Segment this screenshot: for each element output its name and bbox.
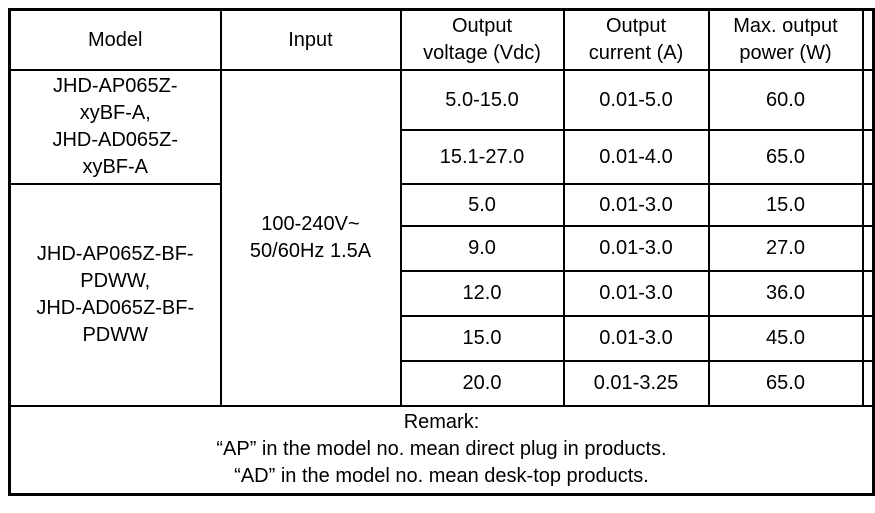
spacer-cell (861, 8, 875, 71)
table-row: 15.1-27.0 0.01-4.0 65.0 (10, 129, 875, 185)
spacer-cell (861, 225, 875, 272)
max-power-cell: 36.0 (707, 270, 864, 317)
col-header-max-output-power: Max. output power (W) (707, 8, 864, 71)
spec-table: Model Input Output voltage (Vdc) Output … (8, 8, 875, 496)
table-row: JHD-AP065Z- xyBF-A, JHD-AD065Z- xyBF-A 1… (8, 69, 875, 407)
model-cell-group1: JHD-AP065Z- xyBF-A, JHD-AD065Z- xyBF-A (8, 69, 222, 185)
output-voltage-cell: 20.0 (399, 360, 565, 407)
output-voltage-cell: 15.0 (399, 315, 565, 362)
spacer-cell (861, 270, 875, 317)
output-current-cell: 0.01-4.0 (562, 129, 710, 185)
output-current-cell: 0.01-3.0 (562, 183, 710, 227)
output-current-cell: 0.01-3.0 (562, 270, 710, 317)
max-power-cell: 65.0 (707, 129, 864, 185)
output-voltage-cell: 9.0 (399, 225, 565, 272)
col-header-model: Model (8, 8, 222, 71)
input-spec-cell: 100-240V~ 50/60Hz 1.5A (219, 69, 402, 407)
header-row: Model Input Output voltage (Vdc) Output … (8, 8, 875, 71)
table-row: JHD-AP065Z-BF- PDWW, JHD-AD065Z-BF- PDWW… (8, 183, 875, 407)
output-voltage-cell: 12.0 (399, 270, 565, 317)
max-power-cell: 65.0 (707, 360, 864, 407)
output-voltage-cell: 5.0-15.0 (399, 69, 565, 131)
table-row: 20.0 0.01-3.25 65.0 (10, 360, 875, 407)
col-header-input: Input (219, 8, 402, 71)
max-power-cell: 27.0 (707, 225, 864, 272)
max-power-cell: 45.0 (707, 315, 864, 362)
output-current-cell: 0.01-3.0 (562, 225, 710, 272)
max-power-cell: 60.0 (707, 69, 864, 131)
col-header-output-voltage: Output voltage (Vdc) (399, 8, 565, 71)
table-row: 9.0 0.01-3.0 27.0 (10, 225, 875, 272)
output-voltage-cell: 15.1-27.0 (399, 129, 565, 185)
output-current-cell: 0.01-3.0 (562, 315, 710, 362)
remark-cell: Remark: “AP” in the model no. mean direc… (8, 405, 875, 495)
spacer-cell (861, 69, 875, 131)
output-current-cell: 0.01-3.25 (562, 360, 710, 407)
spacer-cell (861, 183, 875, 227)
col-header-output-current: Output current (A) (562, 8, 710, 71)
remark-row: Remark: “AP” in the model no. mean direc… (8, 405, 875, 495)
output-current-cell: 0.01-5.0 (562, 69, 710, 131)
table-row: 12.0 0.01-3.0 36.0 (10, 270, 875, 317)
spacer-cell (861, 129, 875, 185)
spacer-cell (861, 360, 875, 407)
table-row: 15.0 0.01-3.0 45.0 (10, 315, 875, 362)
max-power-cell: 15.0 (707, 183, 864, 227)
model-cell-group2: JHD-AP065Z-BF- PDWW, JHD-AD065Z-BF- PDWW (8, 183, 222, 407)
spacer-cell (861, 315, 875, 362)
output-voltage-cell: 5.0 (399, 183, 565, 227)
